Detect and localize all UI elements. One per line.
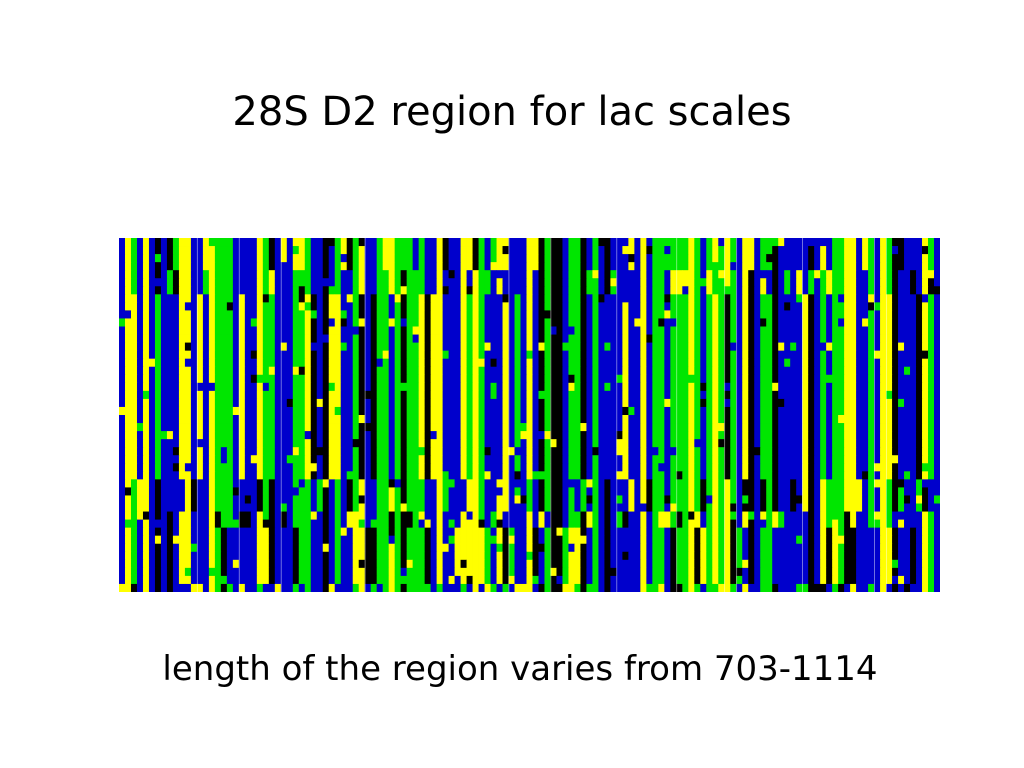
sequence-alignment-image [119,238,940,592]
alignment-mosaic [119,238,940,592]
slide-title: 28S D2 region for lac scales [232,89,792,135]
slide-caption: length of the region varies from 703-111… [162,649,878,689]
